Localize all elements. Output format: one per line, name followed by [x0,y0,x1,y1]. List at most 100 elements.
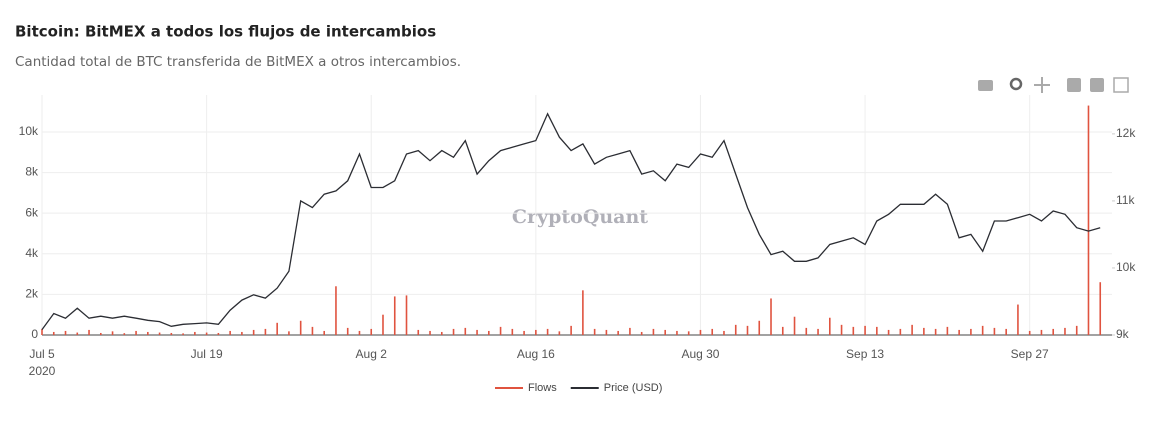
flow-bar [488,330,490,335]
flow-bar [276,322,278,335]
flow-bar [429,330,431,335]
flow-bar [217,332,220,335]
flow-bar [958,329,960,335]
flow-bar [934,328,937,335]
flow-bar [464,327,467,335]
flow-bar [664,329,666,335]
flow-bar [746,325,749,335]
flow-bar [840,324,843,335]
flow-bar [605,329,608,335]
toolbar[interactable] [978,77,1129,93]
flow-bar [393,296,396,335]
flow-bar [864,325,866,335]
flow-bar [358,330,361,335]
pan-icon[interactable] [1034,77,1050,93]
x-tick-label: Jul 19 [191,347,223,361]
zoom-out-icon[interactable] [1090,78,1104,92]
price-line [41,112,1101,330]
flow-bar [899,328,902,335]
flow-bar [970,328,972,335]
y2-tick-label: 12k [1116,126,1136,140]
flow-bar [981,325,984,335]
flow-bar [993,327,996,335]
flow-bar [911,324,913,335]
flow-bar [593,328,596,335]
reset-icon[interactable] [1113,77,1129,93]
flow-bar [299,320,302,335]
flow-bar [135,330,137,335]
y-tick-label: 4k [25,246,39,260]
flow-bar [311,326,314,335]
flow-bar [229,330,231,335]
flow-bar [817,328,819,335]
flow-bar [640,331,643,335]
flow-bar [781,326,784,335]
flow-bar [52,331,55,335]
flow-bar [629,327,631,335]
flow-bar [923,327,925,335]
flow-bar [288,331,290,335]
flow-bar [1005,328,1007,335]
y-tick-label: 10k [19,124,39,138]
flow-bar [1052,328,1055,335]
flow-bar [323,330,325,335]
chart-subtitle: Cantidad total de BTC transferida de Bit… [15,54,461,70]
x-year-label: 2020 [29,364,56,378]
y-tick-label: 8k [25,165,39,179]
flow-bar [558,331,561,335]
flow-bar [346,327,349,335]
x-tick-label: Jul 5 [29,347,55,361]
flow-bar [147,331,149,335]
flow-bar [182,333,184,335]
flow-bar [170,332,173,335]
flow-bar [734,324,737,335]
flow-bar [770,298,772,335]
flow-bar [570,325,572,335]
flow-bar [876,326,878,335]
flow-bar [535,329,537,335]
flow-bar [676,330,678,335]
camera-icon[interactable] [978,80,993,91]
flow-bar [264,328,267,335]
flow-bar [440,331,443,335]
flow-bar [452,328,455,335]
watermark: CryptoQuant [512,206,648,228]
flow-bar [582,290,584,335]
flow-bar [852,326,855,335]
flow-bar [829,317,831,335]
flow-bar [617,330,619,335]
zoom-in-icon[interactable] [1067,78,1081,92]
y2-tick-label: 11k [1116,193,1135,207]
flow-bar [335,286,337,335]
flow-bar [41,328,43,335]
flow-bar [158,332,161,335]
flow-bar [946,326,949,335]
flow-bar [417,329,420,335]
flow-bar [405,295,408,335]
flow-bar [887,329,890,335]
x-tick-label: Aug 2 [356,347,388,361]
x-tick-label: Sep 13 [846,347,884,361]
flow-bar [241,331,243,335]
flow-bar [64,330,67,335]
y-tick-label: 6k [25,205,39,219]
zoom-icon[interactable] [1009,77,1023,91]
flow-bar [687,331,690,335]
flow-bar [499,326,502,335]
flow-bar [370,328,373,335]
x-tick-label: Aug 16 [517,347,555,361]
flow-bar [805,327,808,335]
flow-bar [123,333,126,335]
flow-bar [511,328,514,335]
legend-label: Flows [528,382,557,394]
y2-tick-label: 9k [1116,327,1130,341]
flow-bar [699,329,702,335]
x-tick-label: Sep 27 [1011,347,1049,361]
flow-bar [1064,327,1066,335]
flow-bar [252,329,255,335]
flow-bar [1017,304,1019,335]
flow-bar [205,332,208,335]
flow-bar [758,320,761,335]
flow-bar [1075,325,1078,335]
